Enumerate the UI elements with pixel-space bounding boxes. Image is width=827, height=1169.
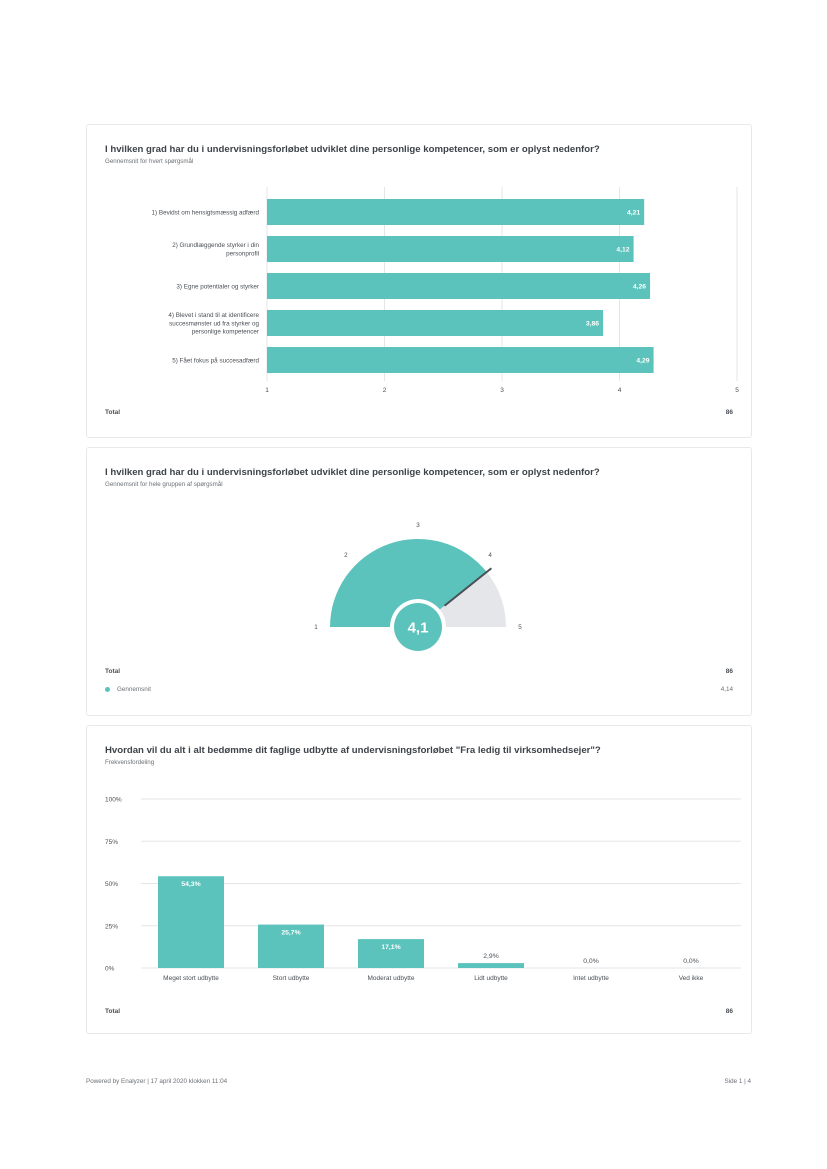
- card-title: I hvilken grad har du i undervisningsfor…: [105, 467, 600, 478]
- y-tick-label: 75%: [105, 839, 118, 846]
- horizontal-bar-chart: 1 2 3 4 5 4,21 1) Bevidst om hensigtsmæssig ad…: [152, 187, 739, 394]
- bar-value-label: 2,9%: [483, 953, 499, 960]
- x-tick-label: 1: [265, 387, 269, 394]
- legend-label: Gennemsnit: [117, 686, 151, 693]
- y-tick-label: 25%: [105, 923, 118, 930]
- total-label: Total: [105, 409, 121, 416]
- gauge-center-circle: [394, 603, 442, 651]
- gauge-scale-label: 1: [314, 624, 318, 631]
- gauge-scale-label: 5: [518, 624, 522, 631]
- bar-value-label: 4,12: [616, 247, 629, 254]
- x-category-label: Intet udbytte: [573, 975, 609, 982]
- category-label: 5) Fået fokus på succesadfærd: [172, 356, 259, 364]
- x-tick-label: 4: [618, 387, 622, 394]
- legend-value: 4,14: [720, 686, 733, 693]
- bar-value-label: 0,0%: [683, 958, 699, 965]
- x-category-label: Meget stort udbytte: [163, 975, 219, 982]
- chart-card-average-gauge: I hvilken grad har du i undervisningsfor…: [86, 447, 752, 716]
- card-subtitle: Frekvensfordeling: [105, 759, 155, 766]
- footer-powered-by: Powered by Enalyzer | 17 april 2020 klok…: [86, 1078, 228, 1085]
- y-tick-label: 50%: [105, 881, 118, 888]
- y-tick-label: 100%: [105, 797, 122, 804]
- total-label: Total: [105, 1008, 121, 1015]
- gauge-value-label: 4,1: [408, 620, 429, 637]
- bar-value-label: 4,21: [627, 210, 640, 217]
- x-tick-label: 2: [383, 387, 387, 394]
- bar: [158, 876, 224, 968]
- x-category-label: Stort udbytte: [273, 975, 310, 982]
- bar: [458, 963, 524, 968]
- gauge-scale-label: 2: [344, 552, 348, 559]
- bar-value-label: 17,1%: [381, 944, 400, 951]
- bar: [267, 236, 634, 262]
- category-label: 4) Blevet i stand til at identificere suc…: [168, 312, 259, 335]
- bar-value-label: 4,29: [636, 358, 649, 365]
- total-value: 86: [725, 409, 733, 416]
- card-title: Hvordan vil du alt i alt bedømme dit fag…: [105, 745, 601, 756]
- vertical-bar-chart: 0% 25% 50% 75% 100% 54,3% Meget stort udbytte 2…: [105, 797, 741, 982]
- total-value: 86: [725, 668, 733, 675]
- bar: [267, 310, 604, 336]
- gauge-scale-label: 4: [488, 552, 492, 559]
- gauge-needle: [443, 567, 492, 607]
- category-label: 2) Grundlæggende styrker i din personprof…: [172, 242, 259, 257]
- bar-value-label: 54,3%: [181, 881, 200, 888]
- gauge-remaining-arc: [439, 571, 506, 627]
- chart-card-personal-competences: I hvilken grad har du i undervisningsfor…: [86, 124, 752, 438]
- card-title: I hvilken grad har du i undervisningsfor…: [105, 144, 600, 155]
- x-category-label: Ved ikke: [679, 975, 704, 982]
- card-subtitle: Gennemsnit for hele gruppen af spørgsmål: [105, 481, 223, 488]
- y-tick-label: 0%: [105, 966, 115, 973]
- x-category-label: Lidt udbytte: [474, 975, 508, 982]
- bar: [267, 273, 651, 299]
- total-label: Total: [105, 668, 121, 675]
- footer-page-number: Side 1 | 4: [724, 1078, 752, 1085]
- bar-value-label: 25,7%: [281, 930, 300, 937]
- legend-dot: [105, 687, 110, 692]
- x-category-label: Moderat udbytte: [368, 975, 415, 982]
- total-value: 86: [725, 1008, 733, 1015]
- bar: [358, 939, 424, 968]
- bar: [267, 199, 645, 225]
- bar: [267, 347, 654, 373]
- category-label: 3) Egne potentialer og styrker: [176, 283, 259, 290]
- gauge-value-arc: [330, 539, 487, 627]
- bar: [258, 924, 324, 968]
- category-label: 1) Bevidst om hensigtsmæssig adfærd: [152, 209, 260, 216]
- card-subtitle: Gennemsnit for hvert spørgsmål: [105, 158, 194, 165]
- bar-value-label: 3,86: [586, 321, 599, 328]
- bar-value-label: 4,26: [633, 284, 646, 291]
- chart-card-professional-outcome: Hvordan vil du alt i alt bedømme dit fag…: [86, 725, 752, 1034]
- gauge-chart: 4,1 1 2 3 4 5: [314, 522, 522, 651]
- x-tick-label: 3: [500, 387, 504, 394]
- x-tick-label: 5: [735, 387, 739, 394]
- gauge-scale-label: 3: [416, 522, 420, 529]
- bar-value-label: 0,0%: [583, 958, 599, 965]
